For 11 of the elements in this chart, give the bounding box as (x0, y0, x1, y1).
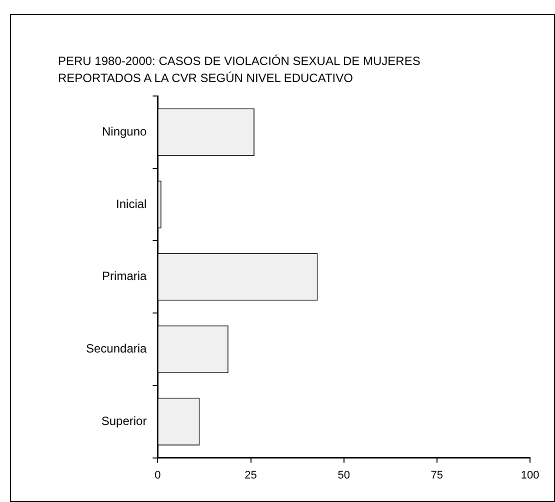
chart-title: PERU 1980-2000: CASOS DE VIOLACIÓN SEXUAL DE MUJERES REPORTADOS A LA CVR SEGÚN NIVEL EDUCATIVO (58, 53, 422, 87)
y-tick-label: Ninguno (102, 124, 148, 138)
x-tick-label: 75 (430, 469, 444, 482)
x-tick-label: 25 (244, 469, 257, 482)
y-tick-label: Secundaria (86, 342, 148, 356)
y-tick-label: Primaria (102, 269, 148, 284)
y-tick-label: Inicial (116, 196, 147, 211)
y-tick-label: Superior (101, 414, 147, 428)
x-tick-label: 50 (338, 469, 350, 482)
x-tick-label: 0 (154, 469, 161, 482)
x-tick-label: 100 (520, 469, 540, 482)
